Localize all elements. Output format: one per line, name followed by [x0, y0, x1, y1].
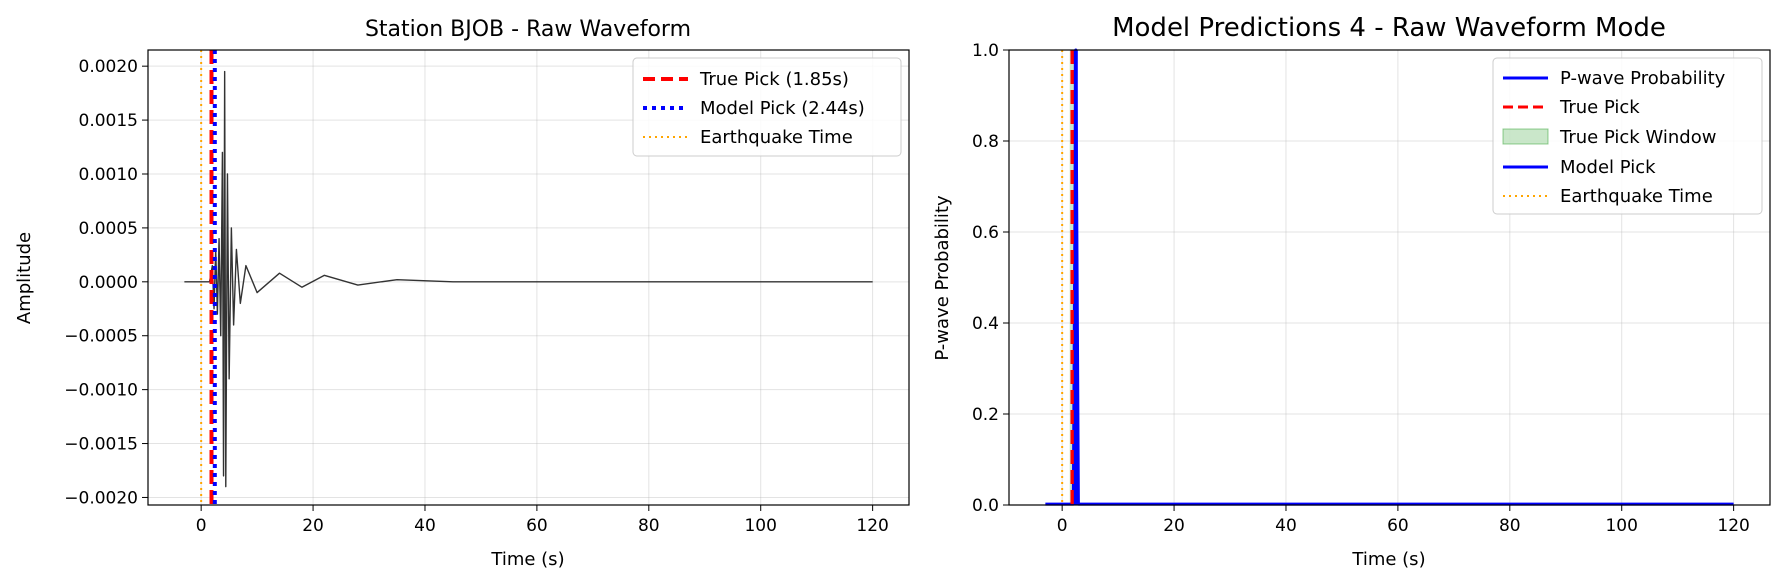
y-tick-label: 0.0 [972, 496, 999, 516]
waveform-y-axis-label: Amplitude [14, 232, 35, 324]
x-tick-label: 100 [1605, 516, 1637, 536]
legend-box [1492, 57, 1763, 215]
x-tick-label: 20 [302, 516, 324, 536]
y-tick-label: 0.6 [972, 223, 999, 243]
prediction-x-ticks: 0 20 40 60 80 100 120 [1057, 505, 1750, 536]
waveform-panel: 0 20 40 60 80 100 120 −0.0020−0.0015−0.0010−0.… [14, 17, 910, 570]
waveform-axes-frame [147, 49, 910, 506]
x-tick-label: 40 [1275, 516, 1297, 536]
prediction-x-axis-label: Time (s) [1351, 549, 1425, 570]
waveform-plot-area [184, 50, 873, 505]
waveform-y-ticks: −0.0020 −0.0015 −0.0010 −0.0005 0.0000 0.0005… [64, 57, 148, 508]
prediction-panel: 0 20 40 60 80 100 120 0.0 0.2 0.4 0.6 0.8 1.0 Model… [932, 13, 1771, 570]
prediction-axes-frame [1008, 49, 1771, 506]
legend-true-pick-label: True Pick (1.85s) [699, 69, 849, 90]
y-tick-label: 0.0020 [79, 57, 138, 77]
legend-true-pick-label: True Pick [1559, 97, 1640, 118]
x-tick-label: 80 [1499, 516, 1521, 536]
legend-window-label: True Pick Window [1559, 127, 1716, 148]
waveform-x-axis-label: Time (s) [490, 549, 564, 570]
prediction-y-ticks: 0.0 0.2 0.4 0.6 0.8 1.0 [972, 41, 1009, 516]
waveform-trace [184, 70, 873, 488]
x-tick-label: 0 [196, 516, 207, 536]
legend-box [632, 57, 902, 157]
legend-earthquake-label: Earthquake Time [700, 127, 853, 148]
legend-probability-label: P-wave Probability [1560, 68, 1726, 89]
y-tick-label: 0.4 [972, 314, 999, 334]
prediction-y-axis-label: P-wave Probability [932, 195, 953, 361]
y-tick-label: −0.0005 [64, 327, 138, 347]
legend-window-swatch [1502, 128, 1549, 145]
y-tick-label: 0.0005 [79, 219, 138, 239]
waveform-legend: True Pick (1.85s) Model Pick (2.44s) Ear… [632, 57, 902, 157]
waveform-x-ticks: 0 20 40 60 80 100 120 [196, 505, 889, 536]
prediction-legend: P-wave Probability True Pick True Pick W… [1492, 57, 1763, 215]
x-tick-label: 20 [1163, 516, 1185, 536]
x-tick-label: 60 [526, 516, 548, 536]
y-tick-label: 0.2 [972, 405, 999, 425]
prediction-title: Model Predictions 4 - Raw Waveform Mode [1112, 13, 1666, 43]
y-tick-label: 0.8 [972, 132, 999, 152]
x-tick-label: 120 [1717, 516, 1749, 536]
y-tick-label: 0.0015 [79, 111, 138, 131]
y-tick-label: 1.0 [972, 41, 999, 61]
legend-model-pick-label: Model Pick [1560, 157, 1656, 178]
y-tick-label: −0.0010 [64, 381, 138, 401]
waveform-title: Station BJOB - Raw Waveform [365, 17, 691, 42]
legend-earthquake-label: Earthquake Time [1560, 186, 1713, 207]
legend-model-pick-label: Model Pick (2.44s) [700, 98, 865, 119]
x-tick-label: 100 [744, 516, 776, 536]
y-tick-label: 0.0000 [79, 273, 138, 293]
y-tick-label: 0.0010 [79, 165, 138, 185]
x-tick-label: 60 [1387, 516, 1409, 536]
x-tick-label: 80 [638, 516, 660, 536]
y-tick-label: −0.0015 [64, 435, 138, 455]
x-tick-label: 0 [1057, 516, 1068, 536]
y-tick-label: −0.0020 [64, 488, 138, 508]
x-tick-label: 40 [414, 516, 436, 536]
x-tick-label: 120 [856, 516, 888, 536]
